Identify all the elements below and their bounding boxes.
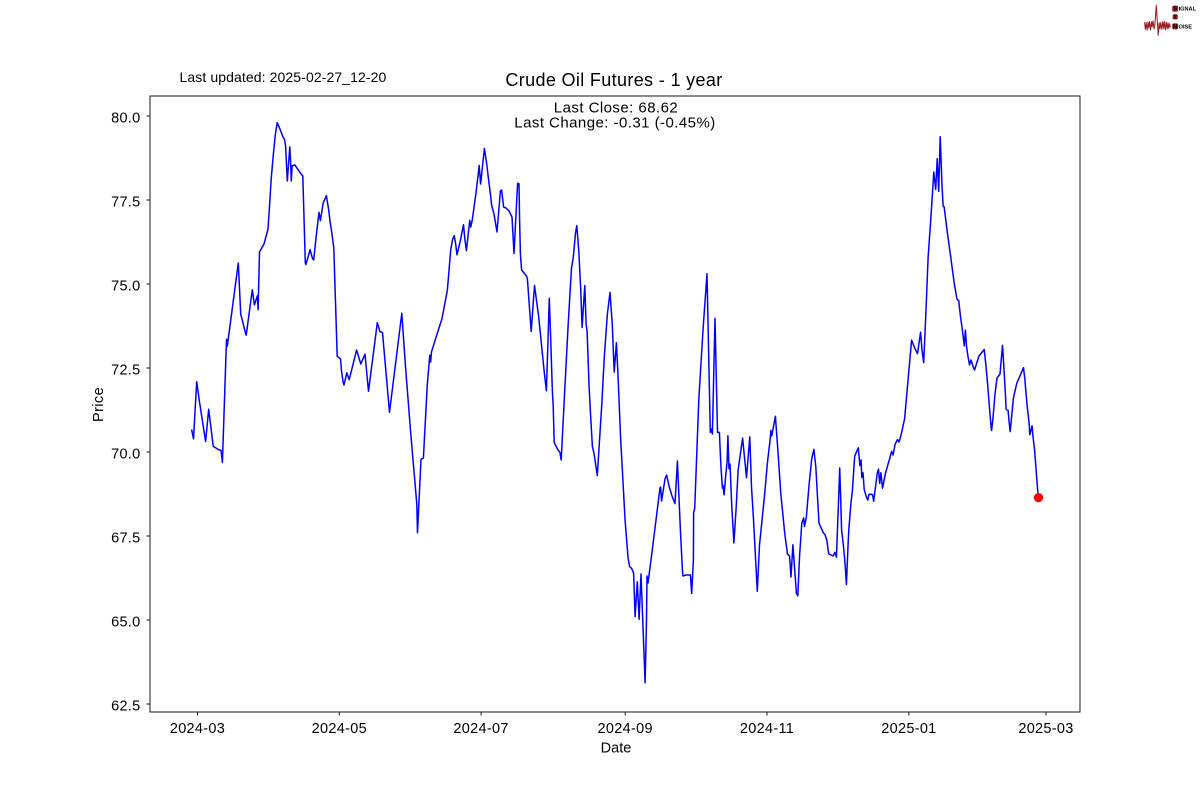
- svg-text:75.0: 75.0: [111, 279, 140, 295]
- svg-text:Last Close: 68.62: Last Close: 68.62: [554, 100, 678, 117]
- svg-text:IGNAL: IGNAL: [1179, 7, 1197, 13]
- svg-text:65.0: 65.0: [111, 615, 140, 631]
- svg-text:Last Change: -0.31 (-0.45%): Last Change: -0.31 (-0.45%): [514, 115, 715, 132]
- svg-text:2025-03: 2025-03: [1018, 721, 1073, 737]
- svg-text:2024-07: 2024-07: [453, 721, 508, 737]
- svg-text:S: S: [1173, 7, 1177, 13]
- svg-text:N: N: [1173, 24, 1177, 30]
- svg-text:77.5: 77.5: [111, 195, 140, 211]
- svg-text:2025-01: 2025-01: [881, 721, 936, 737]
- svg-text:2024-11: 2024-11: [740, 721, 794, 737]
- svg-text:70.0: 70.0: [111, 447, 140, 463]
- svg-text:2024-09: 2024-09: [598, 721, 653, 737]
- svg-text:Last updated: 2025-02-27_12-20: Last updated: 2025-02-27_12-20: [180, 69, 387, 85]
- svg-text:62.5: 62.5: [111, 699, 140, 715]
- svg-text:72.5: 72.5: [111, 363, 140, 379]
- svg-text:Price: Price: [91, 387, 107, 422]
- svg-text:Crude Oil Futures - 1 year: Crude Oil Futures - 1 year: [505, 70, 722, 90]
- svg-text:2: 2: [1174, 15, 1177, 21]
- svg-text:2024-05: 2024-05: [312, 721, 367, 737]
- svg-text:80.0: 80.0: [111, 111, 140, 127]
- svg-text:2024-03: 2024-03: [170, 721, 225, 737]
- svg-text:Date: Date: [601, 741, 632, 757]
- svg-text:67.5: 67.5: [111, 531, 140, 547]
- svg-text:OISE: OISE: [1179, 25, 1193, 31]
